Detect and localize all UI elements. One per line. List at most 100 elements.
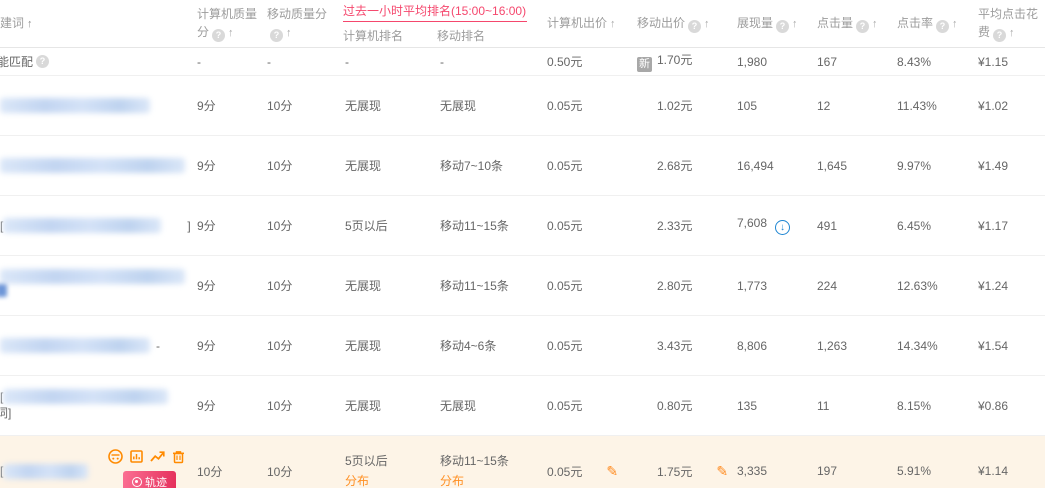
mo-rank-cell: 移动4~6条 [436,315,540,376]
keyword-cell: - [0,315,195,376]
mo-rank-cell: 移动11~15条 [436,195,540,256]
sort-asc-icon: ↑ [872,18,878,30]
col-header-mo-bid[interactable]: 移动出价? ↑ [630,0,730,48]
col-header-clicks[interactable]: 点击量? ↑ [810,0,890,48]
clicks-cell: 491 [810,195,890,256]
keyword-line [0,158,185,173]
mo-bid-cell: 0.80元 [630,375,730,436]
pc-bid-cell: 0.05元 [540,375,630,436]
col-label-keyword: 建词 [0,16,25,30]
pc-bid-value: 0.05元 [547,464,583,479]
keyword-line: [ [0,463,89,479]
keyword: - [0,338,160,353]
track-badge-label: 轨迹 [145,477,167,488]
table-row: 能匹配? - - - -0.50元新 1.70元 1,980 167 8.43% ¥1.15 [0,47,1045,76]
pc-quality-cell: 9分 [195,135,265,196]
ctr-cell: 11.43% [890,75,970,136]
distribution-link[interactable]: 分布 [440,474,465,488]
sort-asc-icon: ↑ [228,27,234,39]
col-label-pc-rank: 计算机排名 [343,29,404,43]
rank-value: 无展现 [440,398,477,413]
keyword-line: - [0,338,160,353]
pc-bid-value: 0.50元 [547,55,583,69]
col-header-ctr[interactable]: 点击率? ↑ [890,0,970,48]
mo-rank-cell: - [436,47,540,76]
insight-icon[interactable] [107,448,124,468]
col-header-pc-quality[interactable]: 计算机质量分? ↑ [195,0,265,48]
col-header-impressions[interactable]: 展现量? ↑ [730,0,810,48]
help-icon[interactable]: ? [936,20,950,33]
edit-pc-bid-icon[interactable]: ✎ [606,462,619,479]
cpc-cell: ¥1.14 [970,435,1045,488]
pc-quality-cell: 10分 [195,435,265,488]
help-icon[interactable]: ? [993,29,1007,42]
pc-rank-cell: 无展现 [341,135,436,196]
pc-bid-value: 0.05元 [547,99,583,113]
keyword-redacted [3,463,89,479]
impressions-cell: 1,980 [730,47,810,76]
help-icon[interactable]: ? [776,20,790,33]
delete-icon[interactable] [170,448,187,468]
rank-drop-icon[interactable]: ↓ [775,220,791,235]
col-header-mo-quality[interactable]: 移动质量分? ↑ [265,0,341,48]
pc-bid-value: 0.05元 [547,219,583,233]
cpc-cell: ¥1.02 [970,75,1045,136]
mo-bid-value: 0.80元 [657,399,693,413]
pc-quality-cell: 9分 [195,75,265,136]
keyword-suffix: - [156,338,160,353]
ctr-cell: 6.45% [890,195,970,256]
distribution-link[interactable]: 分布 [345,474,370,488]
col-header-rank-group: 过去一小时平均排名(15:00~16:00) 计算机排名 移动排名 [341,0,540,48]
keyword-wrap: - [0,338,195,353]
keyword-cell: 能匹配? [0,47,195,76]
keyword-redacted [0,98,150,113]
help-icon[interactable]: ? [856,20,870,33]
mo-rank-cell: 无展现 [436,375,540,436]
col-label-cpc: 平均点击花费 [978,7,1039,39]
ctr-cell: 9.97% [890,135,970,196]
keyword-redacted [0,158,185,173]
ctr-cell: 14.34% [890,315,970,376]
keyword-cell: [ 轨迹 [0,435,195,488]
rank-value: 移动11~15条 [440,218,509,233]
help-icon[interactable]: ? [270,29,283,42]
impressions-cell: 3,335 [730,435,810,488]
rank-value: 5页以后 [345,218,388,233]
help-icon[interactable]: ? [688,20,702,33]
new-badge: 新 [637,57,652,72]
col-label-mo-quality: 移动质量分 [267,7,328,21]
sort-asc-icon: ↑ [27,18,33,30]
col-header-cpc[interactable]: 平均点击花费? ↑ [970,0,1045,48]
mo-quality-cell: 10分 [265,315,341,376]
mo-quality-cell: - [265,47,341,76]
trend-chart-icon[interactable] [149,448,166,468]
clicks-cell: 224 [810,255,890,316]
keyword-redacted [3,389,169,404]
help-icon[interactable]: ? [212,29,226,42]
ctr-cell: 12.63% [890,255,970,316]
rank-value: 无展现 [345,98,382,113]
pc-quality-cell: 9分 [195,375,265,436]
keyword-redacted-mini [0,284,7,297]
rank-value: 移动7~10条 [440,158,504,173]
keyword: [] [0,218,191,233]
col-header-pc-bid[interactable]: 计算机出价 ↑ [540,0,630,48]
help-icon[interactable]: ? [36,55,50,68]
track-icon [132,477,142,487]
pc-bid-value: 0.05元 [547,279,583,293]
col-header-keyword[interactable]: 建词 ↑ [0,0,195,48]
ctr-cell: 5.91% [890,435,970,488]
rank-value: 移动11~15条 [440,278,509,293]
keyword-line: 能匹配? [0,53,50,70]
mo-quality-cell: 10分 [265,135,341,196]
impressions-cell: 105 [730,75,810,136]
pc-quality-cell: 9分 [195,255,265,316]
track-badge[interactable]: 轨迹 [123,471,176,488]
pc-bid-cell: 0.05元 [540,315,630,376]
edit-mo-bid-icon[interactable]: ✎ [716,462,729,479]
cpc-cell: ¥1.24 [970,255,1045,316]
mo-quality-cell: 10分 [265,435,341,488]
keyword-wrap [0,98,195,113]
report-icon[interactable] [128,448,145,468]
keyword [0,269,185,302]
